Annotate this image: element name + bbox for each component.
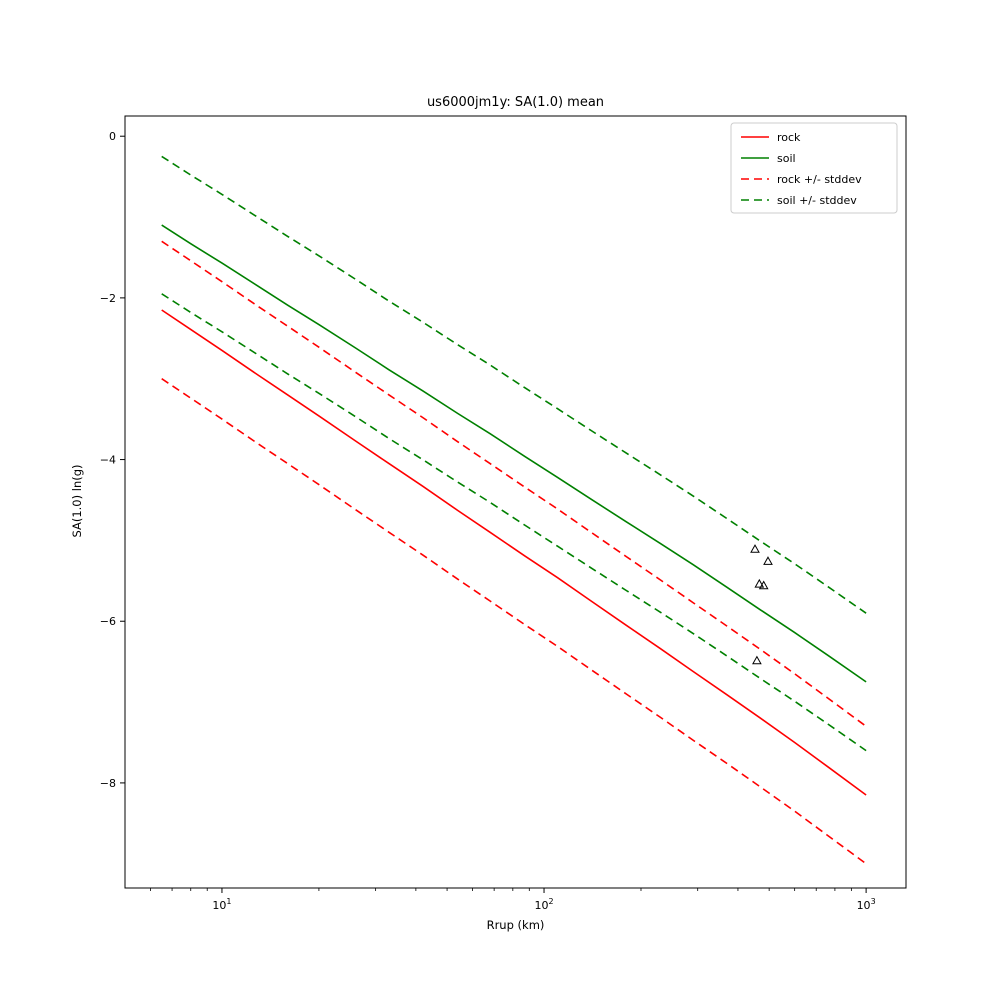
x-axis-ticks: 101 102 103 [212,888,876,912]
legend-label: rock [777,131,801,144]
triangle-marker [752,655,762,665]
x-tick-label: 101 [212,897,231,912]
y-axis-label: SA(1.0) ln(g) [70,464,84,538]
triangle-marker [763,556,773,565]
series-rock-line [161,309,867,796]
series-soil-minus-stddev-line [161,293,867,752]
triangle-marker [754,578,765,588]
y-tick-label: −4 [100,454,116,467]
legend-label: soil +/- stddev [777,194,857,207]
observation-markers [750,544,773,665]
series-rock-plus-stddev-line [161,240,867,727]
series-lines [161,155,867,865]
triangle-marker [758,580,769,590]
legend: rock soil rock +/- stddev soil +/- stddev [730,122,898,214]
series-rock-minus-stddev-line [161,378,867,865]
plot-frame [124,115,907,889]
y-axis-ticks: 0 −2 −4 −6 −8 [100,130,125,790]
x-axis-label: Rrup (km) [486,918,545,932]
y-tick-label: −6 [100,615,116,628]
x-tick-label: 103 [857,897,876,912]
y-tick-label: −2 [100,292,116,305]
triangle-marker [750,544,760,553]
y-tick-label: 0 [109,130,116,143]
legend-label: soil [777,152,796,165]
series-soil-line [161,224,867,683]
legend-box [730,122,898,214]
y-tick-label: −8 [100,777,116,790]
x-minor-ticks [150,888,852,891]
legend-label: rock +/- stddev [777,173,862,186]
x-tick-label: 102 [534,897,553,912]
series-soil-plus-stddev-line [161,155,867,614]
chart-title: us6000jm1y: SA(1.0) mean [426,95,605,110]
